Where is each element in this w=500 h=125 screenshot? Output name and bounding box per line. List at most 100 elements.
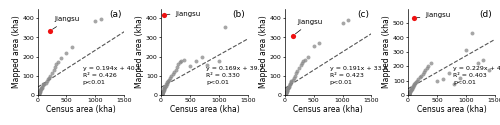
Point <box>98 18 106 20</box>
Point <box>44 78 52 80</box>
Point <box>40 82 48 84</box>
Point <box>34 93 42 95</box>
Y-axis label: Mapped area (kha): Mapped area (kha) <box>382 16 392 88</box>
Point <box>290 77 298 79</box>
Point <box>411 82 419 84</box>
X-axis label: Census area (kha): Census area (kha) <box>293 105 363 114</box>
Y-axis label: Mapped area (kha): Mapped area (kha) <box>12 16 21 88</box>
X-axis label: Census area (kha): Census area (kha) <box>416 105 486 114</box>
Point <box>291 75 299 77</box>
Point <box>301 58 309 60</box>
Point <box>408 87 416 89</box>
Point <box>439 78 447 80</box>
Point <box>420 71 428 73</box>
Point <box>410 83 418 85</box>
Point <box>406 91 414 93</box>
Point <box>450 83 458 85</box>
Point <box>298 62 306 64</box>
Point <box>50 69 58 71</box>
Point <box>34 93 42 95</box>
Point <box>407 89 415 91</box>
Text: y = 0.191x + 33.8
R² = 0.423
p<0.01: y = 0.191x + 33.8 R² = 0.423 p<0.01 <box>330 66 387 85</box>
Point <box>38 87 46 89</box>
Point <box>282 93 290 95</box>
Point <box>68 46 76 48</box>
Point <box>204 64 212 66</box>
Point <box>36 88 44 90</box>
Point <box>410 84 418 86</box>
Point <box>164 81 172 83</box>
Point <box>424 65 432 67</box>
Point <box>34 94 42 96</box>
Point <box>405 93 413 95</box>
Point <box>292 72 300 74</box>
Point <box>46 30 54 32</box>
Point <box>444 72 452 74</box>
Point <box>158 94 166 96</box>
Point <box>34 93 42 95</box>
Text: (a): (a) <box>110 10 122 20</box>
Point <box>174 63 182 65</box>
Point <box>164 80 172 82</box>
Point <box>34 92 42 94</box>
Point <box>406 90 414 92</box>
Point <box>56 57 64 59</box>
Point <box>406 90 414 92</box>
Point <box>36 90 44 92</box>
Point <box>284 88 292 90</box>
Point <box>310 45 318 47</box>
Point <box>289 35 297 37</box>
Point <box>158 93 166 95</box>
Text: Jiangsu: Jiangsu <box>416 12 450 18</box>
Point <box>221 26 229 28</box>
Point <box>281 93 289 95</box>
Point <box>162 84 170 86</box>
Point <box>410 17 418 19</box>
Y-axis label: Mapped area (kha): Mapped area (kha) <box>136 16 144 88</box>
Point <box>35 92 43 94</box>
Point <box>34 93 42 95</box>
Text: y = 0.169x + 39.7
R² = 0.330
p<0.01: y = 0.169x + 39.7 R² = 0.330 p<0.01 <box>206 66 264 85</box>
Text: Jiangsu: Jiangsu <box>52 16 80 29</box>
Point <box>456 77 464 79</box>
Point <box>405 92 413 94</box>
Point <box>416 76 424 78</box>
Point <box>406 92 413 94</box>
Point <box>422 67 430 69</box>
Text: Jiangsu: Jiangsu <box>296 19 323 34</box>
Point <box>160 14 168 16</box>
Point <box>474 62 482 64</box>
Point <box>159 90 167 92</box>
Point <box>338 22 346 24</box>
Point <box>408 88 416 90</box>
Point <box>158 91 166 93</box>
Point <box>405 92 413 94</box>
Point <box>404 94 412 96</box>
Text: y = 0.194x + 40.1
R² = 0.426
p<0.01: y = 0.194x + 40.1 R² = 0.426 p<0.01 <box>82 66 140 85</box>
Point <box>186 65 194 67</box>
Point <box>158 92 166 94</box>
Point <box>288 80 296 82</box>
Point <box>45 77 53 79</box>
Point <box>408 86 416 88</box>
Point <box>48 72 56 74</box>
Point <box>54 61 62 63</box>
Point <box>160 89 168 91</box>
Point <box>286 84 294 86</box>
Point <box>160 88 168 90</box>
Point <box>316 42 324 44</box>
Point <box>286 82 294 84</box>
Point <box>284 87 292 89</box>
Point <box>433 80 441 82</box>
Point <box>282 92 290 94</box>
Point <box>409 85 417 87</box>
Point <box>299 60 307 62</box>
Point <box>36 89 44 91</box>
Text: (d): (d) <box>480 10 492 20</box>
Point <box>297 64 305 66</box>
Point <box>36 90 44 92</box>
Point <box>158 93 166 95</box>
Point <box>38 86 46 88</box>
Point <box>412 81 420 83</box>
Point <box>35 92 43 94</box>
